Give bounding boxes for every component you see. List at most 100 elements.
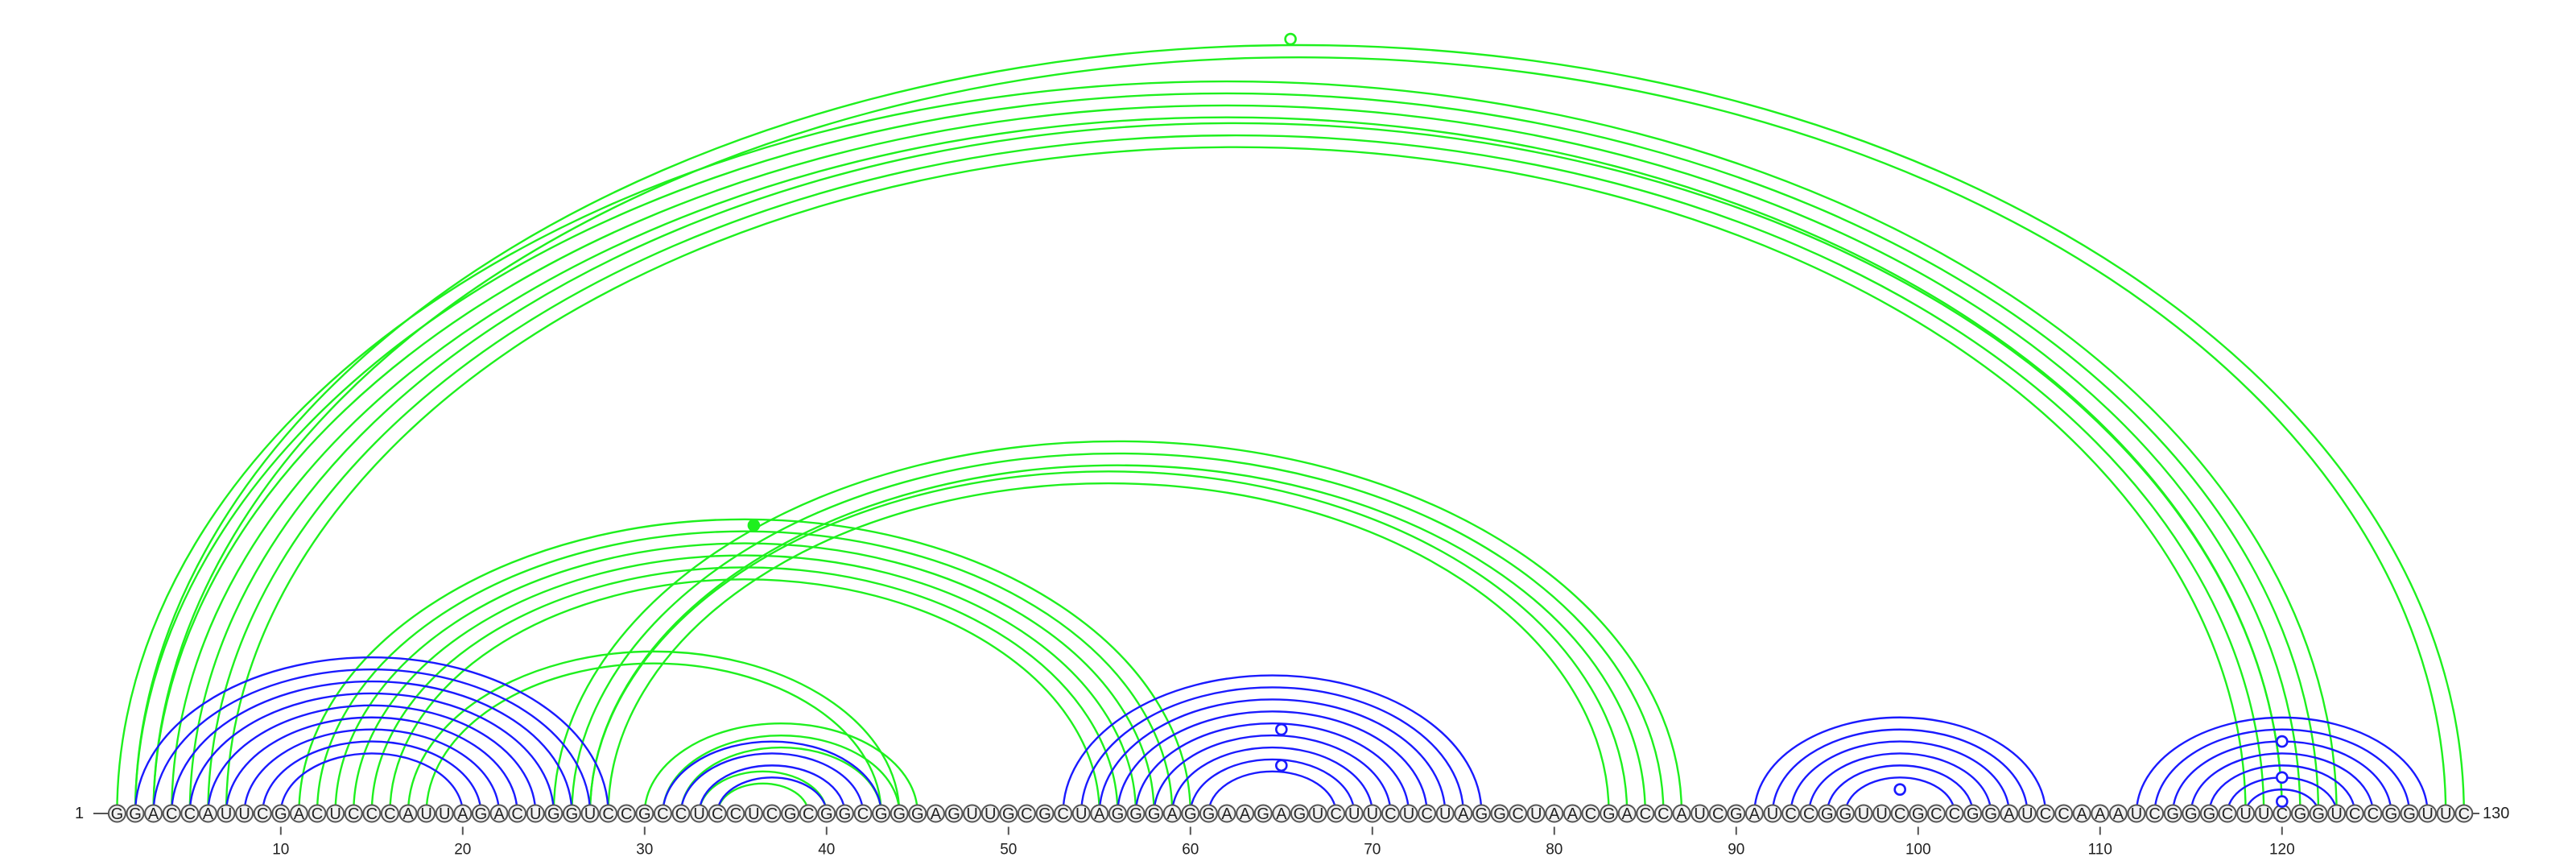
nucleotide-letter: U: [1767, 805, 1778, 823]
nucleotide: G: [817, 804, 836, 823]
nucleotide-circle: [781, 804, 800, 823]
nucleotide-circle: [2400, 804, 2419, 823]
nucleotide-letter: C: [803, 805, 814, 823]
nucleotide-circle: [635, 804, 654, 823]
nucleotide-circle: [2454, 804, 2474, 823]
nucleotide-letter: C: [657, 805, 668, 823]
nucleotide-letter: C: [1057, 805, 1068, 823]
nucleotide-letter: U: [2021, 805, 2033, 823]
open-pair-marker: [2276, 735, 2289, 748]
nucleotide-letter: A: [493, 805, 505, 823]
nucleotide-letter: C: [1385, 805, 1396, 823]
nucleotide-circle: [126, 804, 145, 823]
base-pair-arc: [316, 530, 1174, 814]
nucleotide-circle: [617, 804, 636, 823]
nucleotide-circle: [362, 804, 382, 823]
nucleotide: G: [1199, 804, 1218, 823]
nucleotide: G: [1126, 804, 1146, 823]
nucleotide-circle: [1581, 804, 1600, 823]
nucleotide-circle: [2418, 804, 2438, 823]
nucleotide: G: [1600, 804, 1619, 823]
nucleotide: C: [1017, 804, 1036, 823]
nucleotide: U: [580, 804, 600, 823]
nucleotide: G: [1035, 804, 1055, 823]
nucleotide-circle: [2000, 804, 2019, 823]
nucleotide: G: [107, 804, 126, 823]
nucleotide-letter: G: [1912, 805, 1925, 823]
nucleotide-letter: A: [203, 805, 214, 823]
nucleotide-letter: U: [420, 805, 431, 823]
base-pair-arc: [1790, 740, 2010, 814]
nucleotide-letter: U: [1439, 805, 1451, 823]
nucleotide-letter: U: [1530, 805, 1542, 823]
nucleotide-letter: C: [348, 805, 359, 823]
nucleotide-letter: G: [475, 805, 488, 823]
nucleotide-letter: G: [1984, 805, 1997, 823]
base-pair-arc: [1153, 734, 1392, 814]
nucleotide-circle: [1835, 804, 1855, 823]
nucleotide: G: [271, 804, 291, 823]
nucleotide: C: [1327, 804, 1346, 823]
nucleotide-circle: [308, 804, 327, 823]
nucleotide-circle: [1636, 804, 1655, 823]
base-pair-arc: [2190, 752, 2374, 814]
nucleotide-circle: [2436, 804, 2455, 823]
nucleotide: G: [1145, 804, 1164, 823]
base-pair-arc: [1062, 674, 1483, 814]
nucleotide-letter: C: [257, 805, 268, 823]
nucleotide: C: [380, 804, 399, 823]
base-pair-arc: [552, 440, 1683, 814]
nucleotide-circle: [435, 804, 454, 823]
nucleotide-circle: [872, 804, 891, 823]
nucleotide: U: [2017, 804, 2037, 823]
nucleotide-letter: A: [2113, 805, 2124, 823]
nucleotide-circle: [289, 804, 308, 823]
nucleotide: A: [2000, 804, 2019, 823]
base-pair-arc: [279, 752, 464, 814]
nucleotide-letter: C: [2349, 805, 2360, 823]
nucleotide-letter: U: [1858, 805, 1869, 823]
nucleotide-circle: [580, 804, 600, 823]
nucleotide: C: [2145, 804, 2165, 823]
nucleotide-letter: G: [1129, 805, 1142, 823]
nucleotide-letter: U: [2240, 805, 2251, 823]
nucleotide-letter: U: [1694, 805, 1705, 823]
open-pair-marker: [2276, 771, 2289, 784]
base-pair-arc: [643, 722, 919, 814]
nucleotide-letter: G: [2385, 805, 2398, 823]
nucleotide: C: [1581, 804, 1600, 823]
nucleotide-letter: C: [766, 805, 778, 823]
nucleotide-letter: C: [1330, 805, 1341, 823]
nucleotide-circle: [671, 804, 691, 823]
nucleotide: A: [2091, 804, 2110, 823]
base-pair-arc: [116, 80, 2338, 814]
nucleotide: G: [1290, 804, 1309, 823]
position-axis: 10 20 30 40 50 60 70 80 90 100 110 120: [272, 826, 2295, 859]
nucleotide: G: [562, 804, 581, 823]
nucleotide-letter: C: [1585, 805, 1596, 823]
nucleotide: U: [235, 804, 254, 823]
base-pair-arc: [2208, 764, 2356, 814]
nucleotide-letter: G: [547, 805, 560, 823]
nucleotide: U: [1071, 804, 1091, 823]
axis-tick-label: 90: [1728, 842, 1744, 858]
nucleotide: C: [162, 804, 181, 823]
nucleotide-circle: [162, 804, 181, 823]
nucleotide: U: [1854, 804, 1873, 823]
nucleotide-circle: [1926, 804, 1946, 823]
nucleotide: G: [1981, 804, 2000, 823]
nucleotide: G: [944, 804, 964, 823]
nucleotide-letter: C: [511, 805, 522, 823]
nucleotide: A: [1217, 804, 1236, 823]
nucleotide-circle: [1727, 804, 1746, 823]
nucleotide-letter: U: [2258, 805, 2269, 823]
nucleotide-letter: G: [1184, 805, 1197, 823]
nucleotide: G: [2309, 804, 2328, 823]
nucleotide-letter: U: [966, 805, 977, 823]
nucleotide: C: [1418, 804, 1437, 823]
nucleotide-letter: C: [2058, 805, 2069, 823]
nucleotide: C: [2054, 804, 2074, 823]
nucleotide-letter: U: [530, 805, 541, 823]
